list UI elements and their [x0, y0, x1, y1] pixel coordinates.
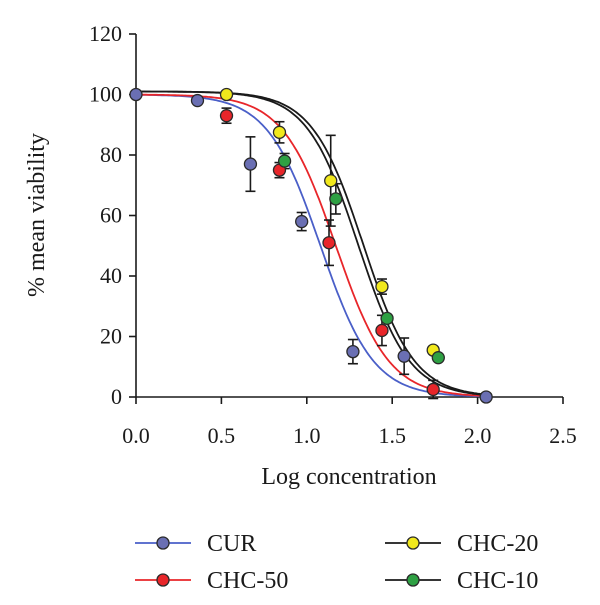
data-point-cur: [397, 349, 411, 363]
data-point-chc-20: [272, 125, 287, 139]
data-point-chc-10: [277, 154, 292, 168]
legend: CUR CHC-20 CHC-50 CHC-10: [135, 531, 538, 594]
fit-curve-chc-10: [136, 90, 487, 396]
legend-label-cur: CUR: [207, 531, 256, 557]
x-tick-label: 2.5: [549, 423, 577, 448]
x-tick-label: 1.5: [378, 423, 406, 448]
data-point-cur: [243, 157, 258, 171]
data-point-chc-50: [426, 382, 440, 397]
data-point-chc-50: [375, 323, 389, 338]
y-tick-label: 120: [89, 21, 122, 46]
data-point-chc-20: [324, 174, 338, 188]
y-tick-label: 40: [100, 263, 122, 288]
legend-marker-chc-10: [406, 573, 420, 587]
legend-label-chc-20: CHC-20: [457, 531, 538, 557]
data-point-cur: [190, 93, 205, 108]
x-tick-label: 2.0: [464, 423, 492, 448]
y-tick-label: 60: [100, 203, 122, 228]
data-point-chc-10: [431, 351, 445, 365]
axes: 0 20 40 60 80 100 120 0.0 0.5 1.0 1.5 2.0 2.5: [89, 21, 577, 448]
legend-label-chc-50: CHC-50: [207, 568, 288, 594]
data-point-chc-10: [380, 311, 394, 326]
data-point-cur: [479, 390, 493, 404]
y-tick-label: 100: [89, 82, 122, 107]
y-tick-label: 20: [100, 324, 122, 349]
data-points: [129, 87, 493, 404]
data-point-chc-50: [322, 236, 336, 250]
x-tick-label: 0.0: [122, 423, 150, 448]
data-point-chc-20: [219, 87, 234, 102]
data-point-cur: [346, 344, 360, 359]
y-tick-label: 0: [111, 384, 122, 409]
legend-marker-chc-50: [156, 573, 170, 587]
legend-label-chc-10: CHC-10: [457, 568, 538, 594]
x-tick-label: 1.0: [293, 423, 321, 448]
data-point-cur: [129, 87, 143, 102]
data-point-chc-50: [219, 109, 234, 123]
legend-marker-cur: [156, 536, 170, 550]
y-axis-title: % mean viability: [24, 133, 50, 297]
data-point-chc-10: [329, 192, 343, 206]
legend-marker-chc-20: [406, 536, 420, 550]
data-point-chc-20: [375, 279, 389, 294]
x-tick-label: 0.5: [208, 423, 236, 448]
y-tick-label: 80: [100, 142, 122, 167]
x-axis-title: Log concentration: [261, 464, 436, 490]
data-point-cur: [295, 214, 309, 229]
